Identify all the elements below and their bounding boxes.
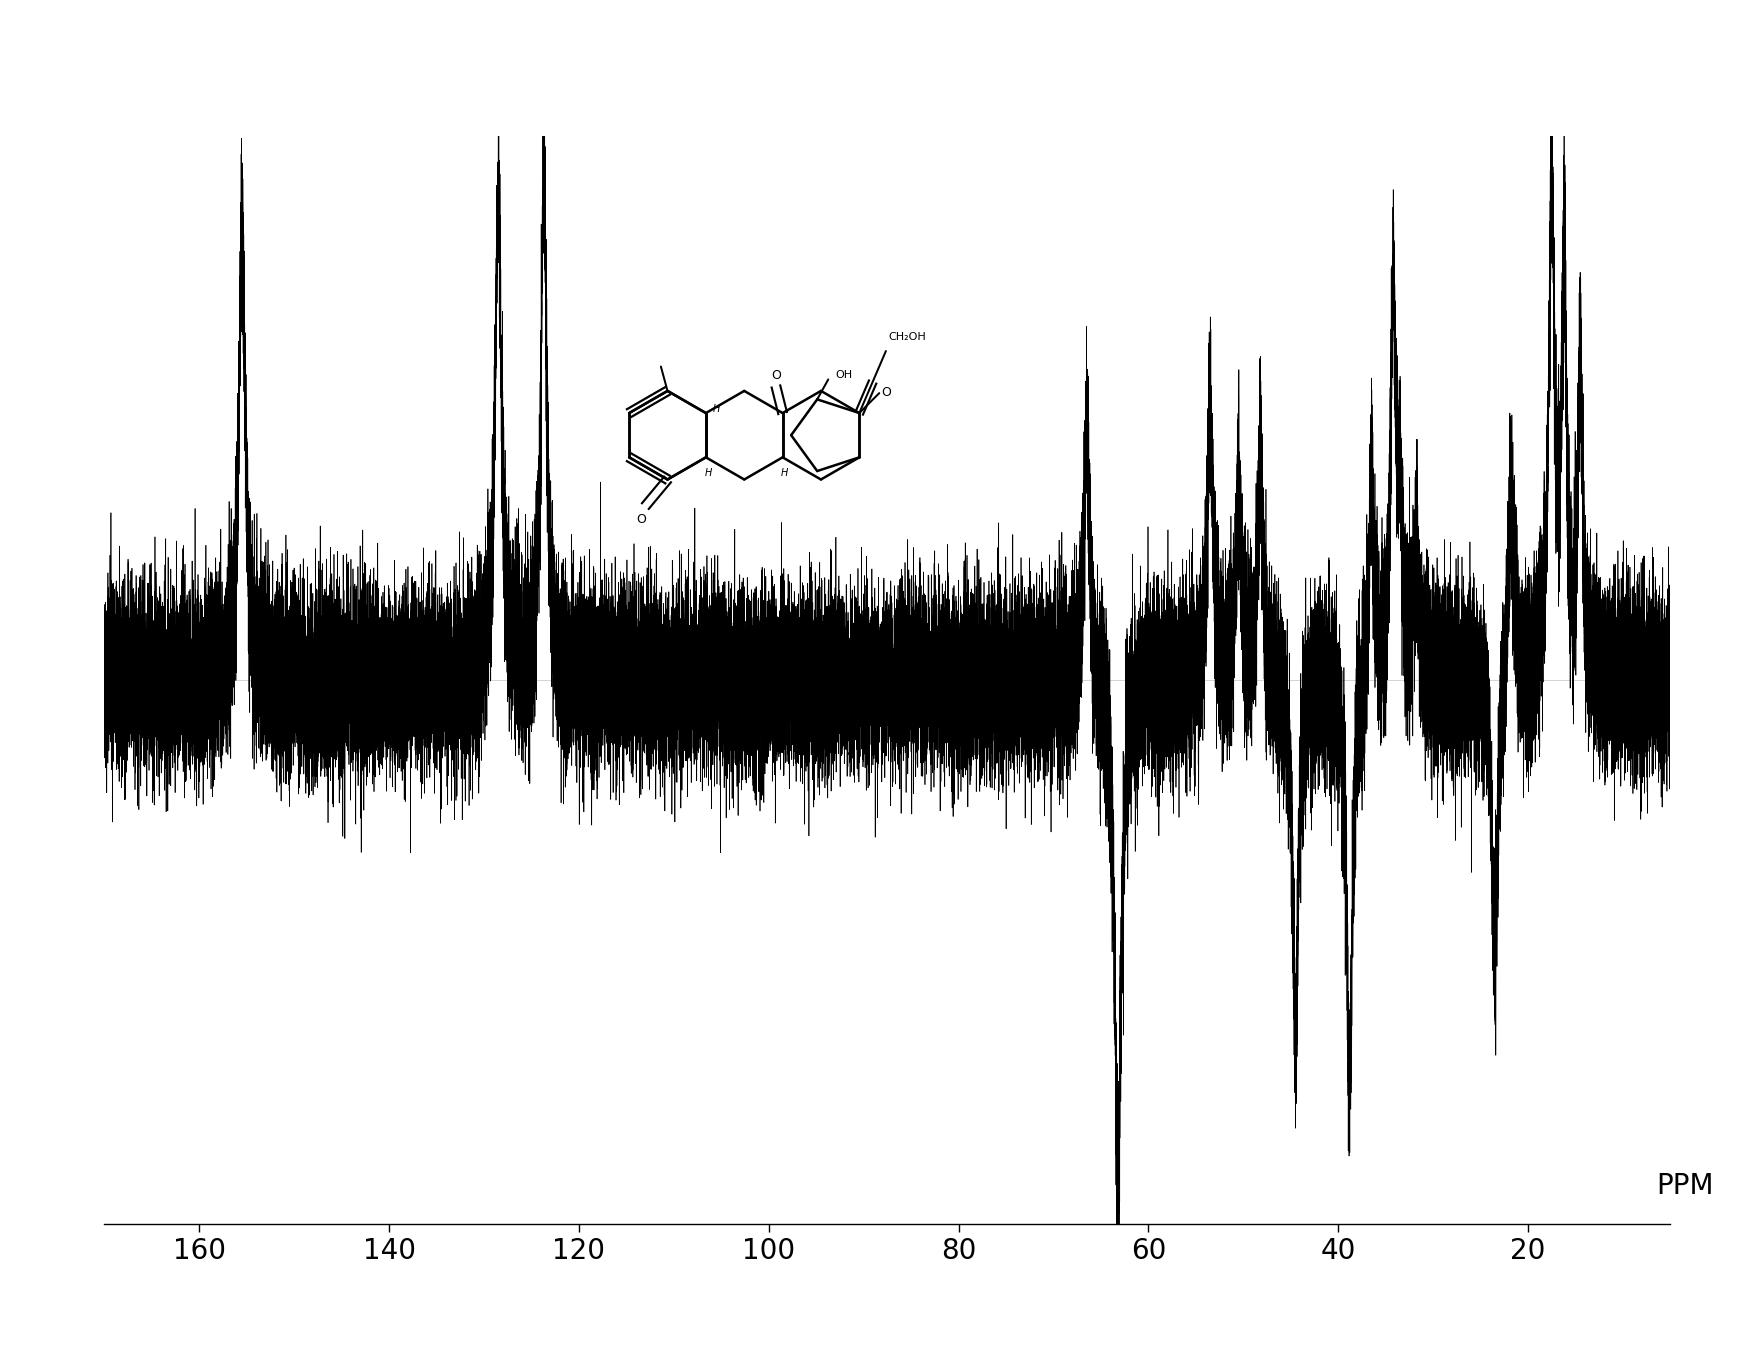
- Text: O: O: [636, 513, 645, 526]
- Text: H: H: [781, 468, 788, 479]
- Text: CH₂OH: CH₂OH: [887, 332, 925, 343]
- Text: H: H: [704, 468, 711, 479]
- Text: OH: OH: [835, 370, 852, 379]
- Text: PPM: PPM: [1656, 1172, 1713, 1200]
- Text: O: O: [770, 369, 781, 382]
- Text: O: O: [882, 386, 890, 400]
- Text: H: H: [711, 404, 720, 413]
